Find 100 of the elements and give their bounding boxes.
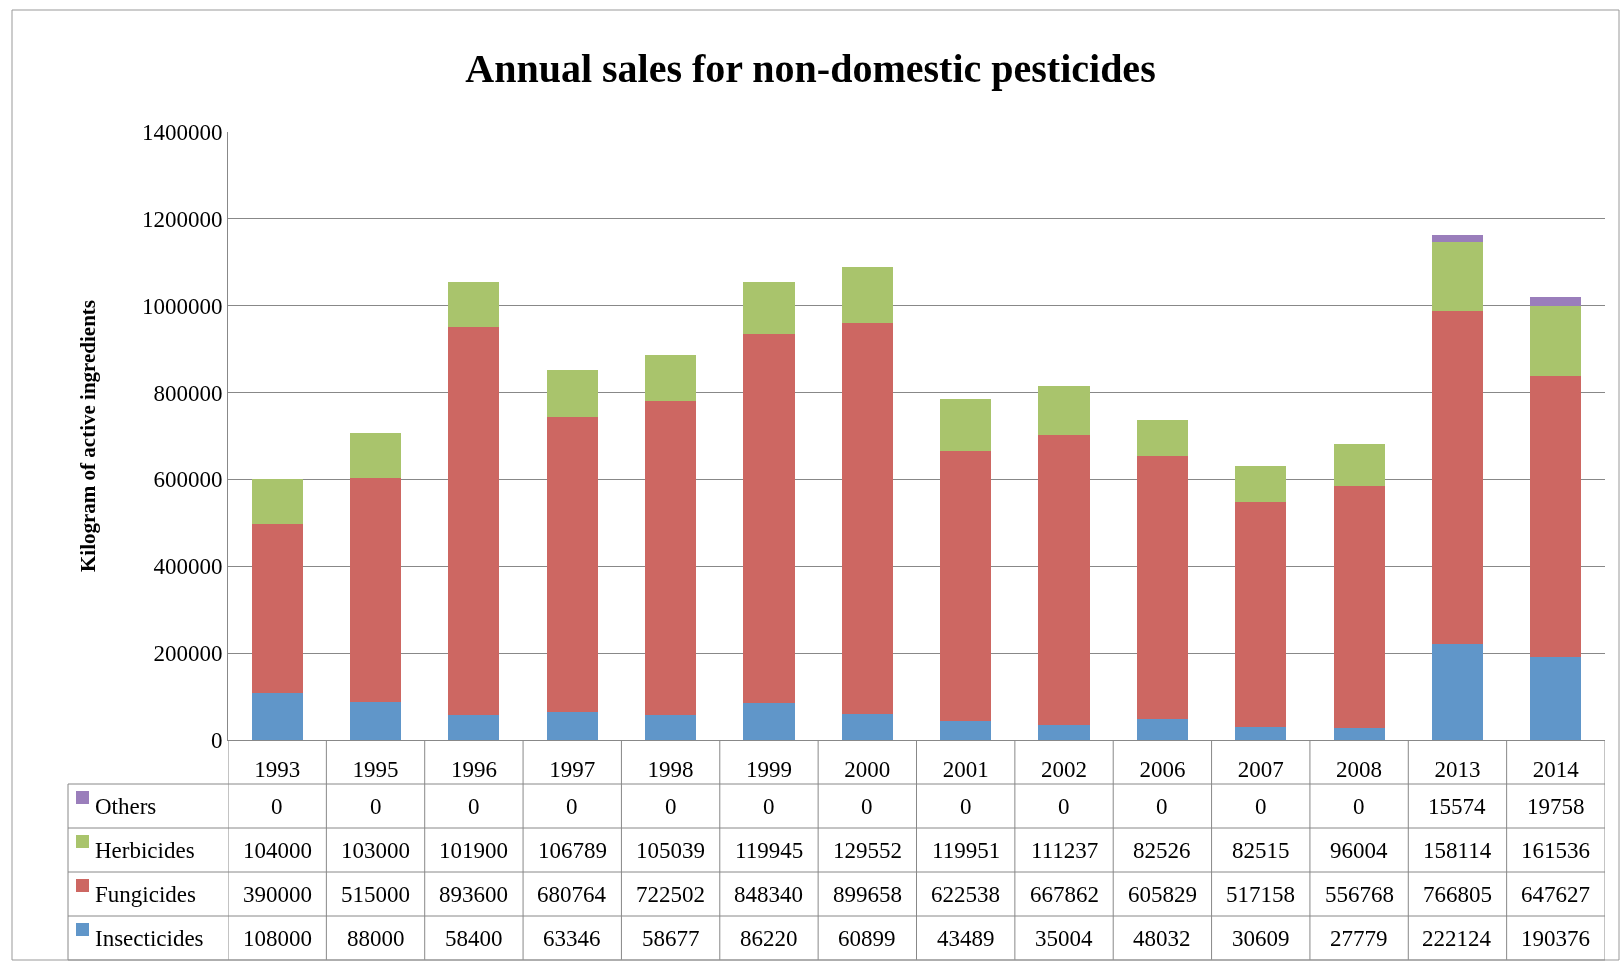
bar (349, 433, 402, 479)
data-label: 0 (370, 794, 382, 819)
y-tick-label: 1000000 (141, 293, 223, 319)
bar (349, 478, 402, 702)
bar (349, 701, 402, 740)
y-tick-label: 600000 (153, 467, 223, 493)
data-label: 96004 (1330, 838, 1388, 863)
bar (1235, 466, 1287, 503)
bar (1136, 719, 1188, 740)
bar (1333, 444, 1385, 487)
bar (1235, 502, 1287, 727)
bar (546, 416, 598, 713)
data-label: 63346 (543, 926, 601, 951)
chart-title: Annual sales for non-domestic pesticides (465, 46, 1156, 91)
bar (1136, 420, 1188, 457)
bar (841, 322, 893, 714)
bar (1333, 486, 1385, 728)
data-label: 222124 (1422, 926, 1492, 951)
data-label: 48032 (1133, 926, 1191, 951)
data-label: 43489 (937, 926, 995, 951)
y-tick-label: 0 (210, 728, 223, 754)
bar (940, 721, 992, 740)
bar (645, 714, 697, 740)
bar (940, 398, 992, 451)
data-label: 15574 (1428, 794, 1486, 819)
data-label: 647627 (1521, 882, 1590, 907)
legend-label: Fungicides (95, 882, 196, 907)
bar (251, 478, 303, 524)
data-label: 0 (1353, 794, 1365, 819)
data-label: 58400 (445, 926, 503, 951)
data-label: 680764 (537, 882, 607, 907)
data-label: 517158 (1226, 882, 1295, 907)
data-label: 0 (1058, 794, 1070, 819)
data-label: 0 (665, 794, 677, 819)
x-tick-label: 1998 (647, 756, 694, 782)
bar (743, 334, 795, 703)
data-label: 129552 (833, 838, 902, 863)
x-tick-label: 2008 (1336, 756, 1383, 782)
data-label: 158114 (1423, 838, 1492, 863)
data-label: 0 (861, 794, 873, 819)
x-tick-label: 2001 (942, 756, 989, 782)
data-label: 0 (271, 794, 283, 819)
bar (448, 714, 500, 740)
data-label: 766805 (1423, 882, 1492, 907)
data-label: 60899 (838, 926, 896, 951)
bar (1333, 727, 1385, 740)
data-label: 0 (566, 794, 578, 819)
y-axis-title: Kilogram of active ingredients (76, 300, 101, 572)
x-tick-label: 1993 (254, 756, 301, 782)
data-label: 86220 (740, 926, 798, 951)
bar (1530, 657, 1582, 740)
bar (1235, 726, 1287, 740)
bar (1431, 310, 1484, 644)
y-tick-label: 400000 (153, 554, 223, 580)
bar (940, 450, 992, 722)
bar (645, 400, 697, 715)
data-label: 35004 (1035, 926, 1093, 951)
data-label: 0 (468, 794, 480, 819)
x-tick-label: 2006 (1139, 756, 1186, 782)
y-tick-label: 1200000 (141, 206, 223, 232)
data-label: 722502 (636, 882, 705, 907)
x-tick-label: 2002 (1041, 756, 1088, 782)
data-label: 30609 (1232, 926, 1290, 951)
x-tick-label: 1997 (549, 756, 596, 782)
bar (1136, 456, 1188, 720)
data-label: 390000 (243, 882, 312, 907)
bar (841, 266, 893, 323)
data-label: 848340 (734, 882, 803, 907)
data-label: 106789 (538, 838, 607, 863)
data-label: 103000 (341, 838, 410, 863)
data-label: 667862 (1030, 882, 1099, 907)
y-tick-label: 800000 (153, 380, 223, 406)
data-label: 119951 (932, 838, 1001, 863)
legend-label: Insecticides (95, 926, 204, 951)
x-tick-label: 2013 (1434, 756, 1481, 782)
bar (743, 282, 795, 335)
x-tick-label: 1996 (450, 756, 497, 782)
data-label: 82526 (1133, 838, 1191, 863)
data-label: 893600 (439, 882, 508, 907)
bar (1038, 724, 1090, 740)
bar (448, 326, 500, 715)
y-tick-label: 200000 (153, 641, 223, 667)
bar (841, 713, 893, 740)
x-tick-label: 1995 (352, 756, 399, 782)
bar (645, 355, 697, 401)
data-label: 111237 (1031, 838, 1099, 863)
data-label: 605829 (1128, 882, 1197, 907)
x-tick-label: 1999 (745, 756, 792, 782)
bar (1530, 376, 1582, 658)
bar (251, 523, 303, 694)
data-label: 622538 (931, 882, 1000, 907)
data-label: 104000 (243, 838, 312, 863)
data-label: 161536 (1521, 838, 1590, 863)
data-label: 82515 (1232, 838, 1290, 863)
data-label: 105039 (636, 838, 705, 863)
data-label: 19758 (1527, 794, 1585, 819)
bar (1530, 297, 1582, 306)
data-label: 119945 (735, 838, 804, 863)
legend-label: Herbicides (95, 838, 195, 863)
bar (1431, 241, 1484, 311)
